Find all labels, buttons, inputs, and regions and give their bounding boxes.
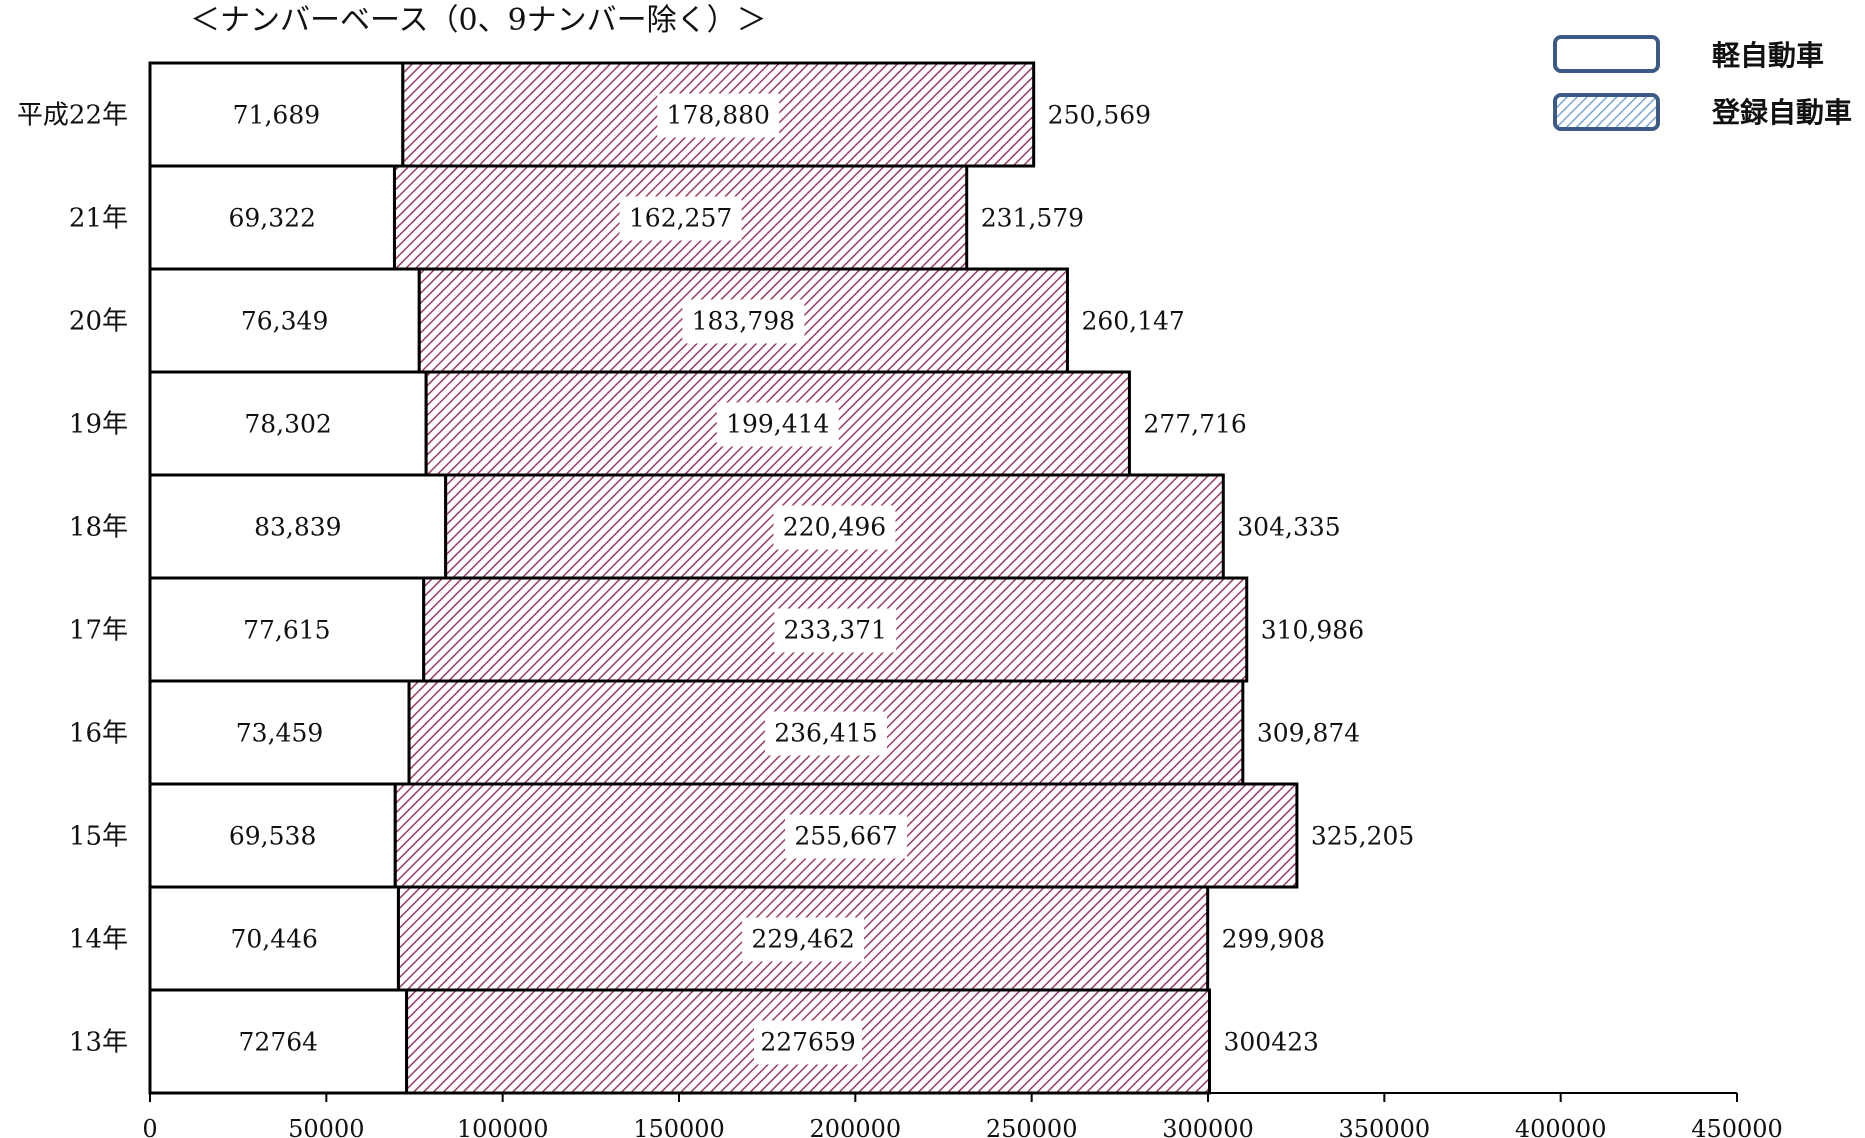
value-label-toroku: 229,462 [751,925,854,954]
total-label: 310,986 [1261,616,1364,645]
value-label-toroku: 199,414 [726,410,829,439]
bar-kei [148,370,428,477]
value-label-toroku: 233,371 [784,616,887,645]
value-label-toroku: 183,798 [692,307,795,336]
value-label-toroku: 236,415 [774,719,877,748]
x-tick-label: 350000 [1339,1115,1431,1138]
chart-title: ＜ナンバーベース（0、9ナンバー除く）＞ [190,3,767,38]
total-label: 304,335 [1237,513,1340,542]
value-label-kei: 77,615 [243,616,330,645]
legend-label-toroku: 登録自動車 [1711,96,1852,129]
total-label: 325,205 [1311,822,1414,851]
category-label: 20年 [69,307,128,337]
value-label-kei: 69,538 [229,822,316,851]
bar-kei [148,473,448,580]
category-label: 平成22年 [17,101,128,131]
bar-kei [148,267,421,374]
bar-kei [148,885,400,992]
value-label-kei: 70,446 [230,925,317,954]
x-tick-label: 0 [142,1115,157,1138]
value-label-bg [716,402,839,447]
value-label-bg [619,196,742,241]
value-label-toroku: 178,880 [667,101,770,130]
x-tick-label: 300000 [1162,1115,1254,1138]
bar-kei [148,679,411,786]
total-label: 231,579 [981,204,1084,233]
bar-kei [148,576,426,683]
value-label-bg [785,814,908,859]
x-tick-label: 250000 [986,1115,1078,1138]
legend-swatch-toroku [1553,93,1660,131]
value-label-bg [773,505,896,550]
x-tick-label: 50000 [288,1115,364,1138]
category-label: 19年 [69,410,128,440]
value-label-toroku: 227659 [760,1028,855,1057]
value-label-kei: 73,459 [236,719,323,748]
x-tick-label: 150000 [633,1115,725,1138]
value-label-bg [657,93,780,138]
value-label-toroku: 255,667 [794,822,897,851]
legend-swatch-kei [1553,35,1660,73]
total-label: 250,569 [1048,101,1151,130]
value-label-toroku: 220,496 [783,513,886,542]
value-label-bg [774,608,897,653]
x-tick-label: 450000 [1691,1115,1783,1138]
legend: 軽自動車 登録自動車 [1553,35,1852,131]
category-label: 18年 [69,513,128,543]
value-label-bg [764,711,887,756]
bar-kei [148,164,396,271]
x-tick-label: 100000 [457,1115,549,1138]
total-label: 260,147 [1081,307,1184,336]
value-label-kei: 72764 [239,1028,319,1057]
category-label: 14年 [69,925,128,955]
category-label: 15年 [69,822,128,852]
category-label: 17年 [69,616,128,646]
value-label-bg [742,917,865,962]
value-label-bg [754,1020,863,1065]
bar-kei [148,782,397,889]
category-label: 16年 [69,719,128,749]
value-label-toroku: 162,257 [629,204,732,233]
value-label-kei: 69,322 [228,204,315,233]
value-label-kei: 78,302 [244,410,331,439]
total-label: 277,716 [1143,410,1246,439]
legend-label-kei: 軽自動車 [1712,39,1824,72]
total-label: 300423 [1223,1028,1318,1057]
total-label: 299,908 [1222,925,1325,954]
value-label-kei: 71,689 [233,101,320,130]
x-tick-label: 400000 [1515,1115,1607,1138]
value-label-kei: 83,839 [254,513,341,542]
category-label: 21年 [69,204,128,234]
bar-kei [148,61,405,168]
total-label: 309,874 [1257,719,1360,748]
category-label: 13年 [69,1028,128,1058]
value-label-bg [682,299,805,344]
value-label-kei: 76,349 [241,307,328,336]
x-tick-label: 200000 [810,1115,902,1138]
